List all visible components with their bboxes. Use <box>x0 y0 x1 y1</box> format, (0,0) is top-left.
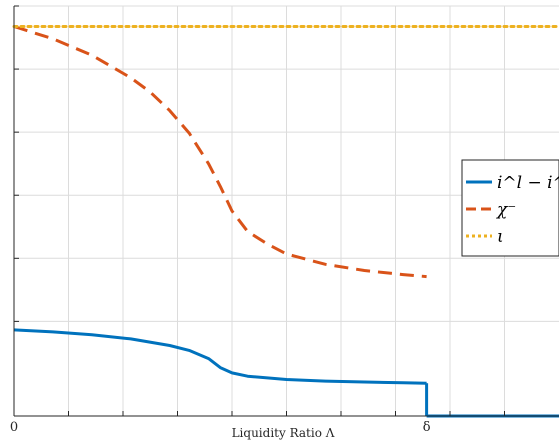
legend-label: i^l − i^a <box>497 173 559 193</box>
legend-label: χ⁻ <box>496 200 516 220</box>
legend-label: ι <box>497 227 504 247</box>
legend-box <box>461 159 559 257</box>
x-tick-label: 0 <box>10 420 18 435</box>
x-axis-label: Liquidity Ratio Λ <box>232 426 335 440</box>
series-line-1 <box>13 25 427 279</box>
series-line-0 <box>13 328 427 385</box>
x-tick-label: δ <box>423 420 431 435</box>
axes <box>13 5 559 417</box>
legend: i^l − i^a χ⁻ ι <box>461 159 559 257</box>
